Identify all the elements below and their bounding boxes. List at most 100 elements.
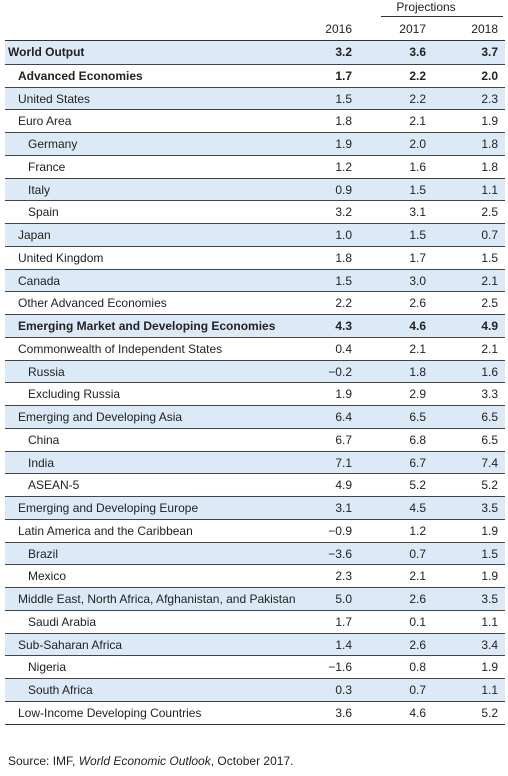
- table-row: Emerging Market and Developing Economies…: [5, 314, 505, 337]
- value-2017: 3.1: [409, 205, 426, 220]
- value-2018: 3.3: [481, 387, 498, 402]
- row-label: Excluding Russia: [28, 387, 121, 402]
- row-label: Italy: [28, 182, 51, 197]
- value-2016: 2.2: [335, 296, 352, 311]
- row-label: Saudi Arabia: [28, 614, 97, 629]
- value-2017: 3.6: [409, 45, 426, 59]
- value-2016: 1.7: [335, 614, 352, 629]
- value-2018: 1.9: [481, 660, 498, 675]
- row-label: India: [28, 455, 55, 470]
- value-2017: 4.6: [409, 705, 426, 720]
- value-2017: 4.5: [409, 501, 426, 515]
- row-label: Nigeria: [28, 660, 67, 675]
- table-row: United Kingdom 1.8 1.7 1.5: [5, 245, 505, 269]
- year-2017-header: 2017: [399, 22, 426, 36]
- row-label: Japan: [18, 228, 51, 242]
- value-2016: 3.2: [335, 45, 352, 59]
- table-row: Low-Income Developing Countries 3.6 4.6 5.2: [5, 700, 505, 724]
- value-2017: 1.8: [409, 364, 426, 379]
- value-2017: 2.2: [409, 68, 426, 83]
- table-row: Nigeria −1.6 0.8 1.9: [5, 655, 505, 678]
- year-2016-header: 2016: [325, 22, 352, 36]
- value-2018: 2.1: [481, 273, 498, 288]
- row-label: China: [28, 432, 60, 447]
- table-row: Emerging and Developing Asia 6.4 6.5 6.5: [5, 405, 505, 428]
- table-bottom-rule: [5, 723, 505, 725]
- value-2017: 2.9: [409, 387, 426, 402]
- value-2016: 1.8: [335, 114, 352, 129]
- row-label: United Kingdom: [18, 250, 104, 265]
- table-row: Germany 1.9 2.0 1.8: [5, 132, 505, 155]
- value-2018: 1.8: [481, 137, 498, 151]
- table-row: Mexico 2.3 2.1 1.9: [5, 564, 505, 587]
- value-2016: 1.5: [335, 273, 352, 288]
- value-2016: −1.6: [328, 660, 352, 675]
- value-2017: 1.5: [409, 228, 426, 242]
- source-suffix: , October 2017.: [210, 754, 294, 768]
- table-row: Euro Area 1.8 2.1 1.9: [5, 109, 505, 132]
- value-2018: 4.9: [481, 319, 498, 333]
- value-2017: 6.7: [409, 455, 426, 470]
- value-2018: 2.1: [481, 341, 498, 356]
- row-label: Other Advanced Economies: [18, 296, 167, 311]
- value-2018: 2.5: [481, 296, 498, 311]
- row-label: Emerging and Developing Europe: [18, 501, 199, 515]
- row-label: Middle East, North Africa, Afghanistan, …: [18, 592, 296, 606]
- value-2017: 1.7: [409, 250, 426, 265]
- value-2017: 2.1: [409, 114, 426, 129]
- table-body: World Output 3.2 3.6 3.7 Advanced Economies 1…: [5, 41, 505, 724]
- row-label: France: [28, 159, 66, 174]
- row-label: Spain: [28, 205, 59, 220]
- table-row: Saudi Arabia 1.7 0.1 1.1: [5, 609, 505, 633]
- row-label: Brazil: [28, 546, 59, 561]
- value-2018: 5.2: [481, 705, 498, 720]
- table-row: Russia −0.2 1.8 1.6: [5, 359, 505, 383]
- table-row: Japan 1.0 1.5 0.7: [5, 223, 505, 246]
- table-row: ASEAN-5 4.9 5.2 5.2: [5, 473, 505, 496]
- table-row: Latin America and the Caribbean −0.9 1.2 1.…: [5, 518, 505, 542]
- value-2017: 2.1: [409, 569, 426, 584]
- row-label: Emerging Market and Developing Economies: [18, 319, 276, 333]
- value-2018: 2.0: [481, 68, 498, 83]
- value-2017: 1.2: [409, 523, 426, 538]
- row-label: Russia: [28, 364, 65, 379]
- year-header-row: 2016 2017 2018: [5, 18, 505, 41]
- row-label: United States: [18, 91, 91, 106]
- table-row: Canada 1.5 3.0 2.1: [5, 268, 505, 292]
- value-2018: 6.5: [481, 432, 498, 447]
- value-2016: 4.9: [335, 478, 352, 493]
- table-row: Emerging and Developing Europe 3.1 4.5 3.5: [5, 496, 505, 519]
- value-2016: 5.0: [335, 592, 352, 606]
- value-2016: −0.9: [328, 523, 352, 538]
- table-row: Other Advanced Economies 2.2 2.6 2.5: [5, 291, 505, 314]
- table-row: India 7.1 6.7 7.4: [5, 450, 505, 474]
- value-2016: −3.6: [328, 546, 352, 561]
- projections-header: Projections: [5, 0, 505, 18]
- value-2018: 3.7: [481, 45, 498, 59]
- value-2016: 3.6: [335, 705, 352, 720]
- table-row: France 1.2 1.6 1.8: [5, 154, 505, 178]
- row-label: World Output: [8, 45, 85, 59]
- year-2018-header: 2018: [471, 22, 498, 36]
- value-2018: 1.5: [481, 546, 498, 561]
- table-row: United States 1.5 2.2 2.3: [5, 86, 505, 110]
- value-2018: 2.3: [481, 91, 498, 106]
- value-2018: 1.5: [481, 250, 498, 265]
- value-2016: 1.9: [335, 137, 352, 151]
- value-2016: 3.2: [335, 205, 352, 220]
- value-2017: 1.5: [409, 182, 426, 197]
- source-note: Source: IMF, World Economic Outlook, Oct…: [8, 754, 293, 768]
- value-2016: 1.2: [335, 159, 352, 174]
- value-2016: 6.4: [335, 410, 352, 424]
- value-2018: 1.6: [481, 364, 498, 379]
- table-row: China 6.7 6.8 6.5: [5, 427, 505, 451]
- value-2016: 1.9: [335, 387, 352, 402]
- value-2017: 0.1: [409, 614, 426, 629]
- value-2018: 1.8: [481, 159, 498, 174]
- value-2018: 0.7: [481, 228, 498, 242]
- value-2016: 4.3: [335, 319, 352, 333]
- row-label: ASEAN-5: [28, 478, 80, 493]
- value-2016: 6.7: [335, 432, 352, 447]
- row-label: South Africa: [28, 683, 93, 697]
- value-2018: 3.5: [481, 592, 498, 606]
